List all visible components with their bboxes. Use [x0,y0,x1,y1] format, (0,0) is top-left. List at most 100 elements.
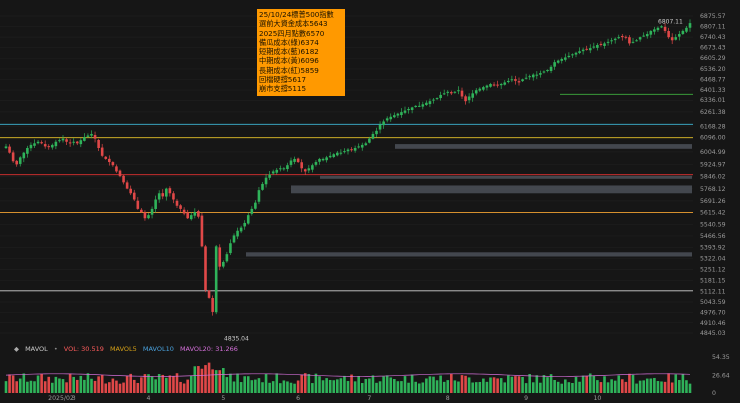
volume-bar [33,381,36,393]
volume-bar [635,383,638,393]
candle-body [556,60,560,63]
candle-body [336,152,339,156]
volume-bar [378,381,382,393]
candle-body [638,37,642,40]
volume-bar [507,375,510,393]
volume-bar [492,377,496,393]
volume-bar [499,378,503,393]
y-tick-label: 5691.26 [700,198,726,205]
volume-bar [143,374,147,393]
candle-body [268,174,271,178]
candle-body [592,46,596,48]
volume-bar [389,377,393,393]
candle-body [546,69,549,72]
candle-body [58,140,61,142]
candle-body [125,182,129,189]
volume-bar [118,383,122,393]
candle-body [189,215,193,220]
volume-bar [200,368,204,393]
candle-body [507,80,510,83]
volume-bar [621,379,624,393]
candle-body [182,209,186,214]
candle-body [521,79,524,82]
volume-bar [8,374,11,393]
volume-bar [204,365,207,393]
volume-bar [328,379,332,393]
candle-body [79,140,83,145]
volume-bar [314,373,318,393]
candle-body [503,82,507,85]
candle-body [118,170,122,177]
y-tick-label: 4845.03 [700,330,726,337]
y-tick-label: 6875.57 [700,13,726,20]
volume-bar [439,375,442,393]
volume-bar [125,375,129,393]
volume-bar [425,378,428,393]
candle-body [175,200,179,206]
candle-body [393,115,396,118]
candle-body [653,29,656,32]
candle-body [450,92,453,94]
y-tick-label: 6536.20 [700,66,726,73]
volume-bar [58,378,61,393]
volume-bar [43,381,47,393]
volume-bar [564,379,567,393]
y-tick-label: 6673.43 [700,45,726,52]
candle-body [18,157,22,164]
candle-body [514,79,517,81]
volume-bar [346,381,350,393]
volume-bar [414,381,417,393]
volume-bar [279,383,282,393]
candle-body [539,73,542,75]
volume-bar [29,380,33,393]
volume-bar [225,377,229,393]
volume-bar [542,375,546,393]
x-tick-label: 7 [367,395,371,402]
volume-bar [670,382,674,393]
candle-body [425,102,428,105]
annotation-line: 崩市支撐5115 [259,84,307,94]
volume-bar [182,383,186,393]
annotation-line: 回檔硬撐5617 [259,75,307,85]
x-tick-label: 6 [296,395,300,402]
candle-body [528,76,531,78]
settings-icon[interactable]: • [53,345,58,353]
y-tick-label: 5112.11 [700,288,726,295]
candle-body [179,205,182,209]
volume-bar [396,381,400,393]
volume-bar [311,383,314,393]
y-tick-label: 6468.77 [700,77,726,84]
candle-body [567,55,571,58]
volume-bar [325,378,328,393]
candle-body [442,93,446,95]
y-tick-label: 5615.42 [700,210,726,217]
volume-bar [528,373,531,393]
candles [4,19,692,316]
volume-bar [289,382,293,393]
volume-bar [613,380,617,393]
candle-body [489,83,492,87]
y-tick-label: 6807.11 [700,24,726,31]
volume-bar [321,380,325,393]
y-tick-label: 6168.28 [700,123,726,130]
candle-body [585,48,588,50]
volume-bar [79,375,83,393]
volume-bar [649,378,653,393]
annotation-line: 長期成本(紅)5859 [259,65,319,75]
chevron-icon[interactable]: ◆ [14,345,19,353]
x-axis-labels: 2025/023 4 5 6 7 8 9 10 [48,395,601,402]
volume-bar [157,374,161,393]
candle-body [645,34,649,37]
candle-body [670,37,674,41]
volume-bar [489,377,492,393]
volume-bar [360,383,364,393]
candle-body [321,158,325,161]
volume-bar [26,381,29,393]
candle-body [368,138,371,143]
candle-body [204,246,207,291]
candle-body [667,30,670,38]
volume-bar [592,375,596,393]
candle-body [193,212,197,216]
volume-bar [510,376,514,393]
volume-bar [257,378,261,393]
